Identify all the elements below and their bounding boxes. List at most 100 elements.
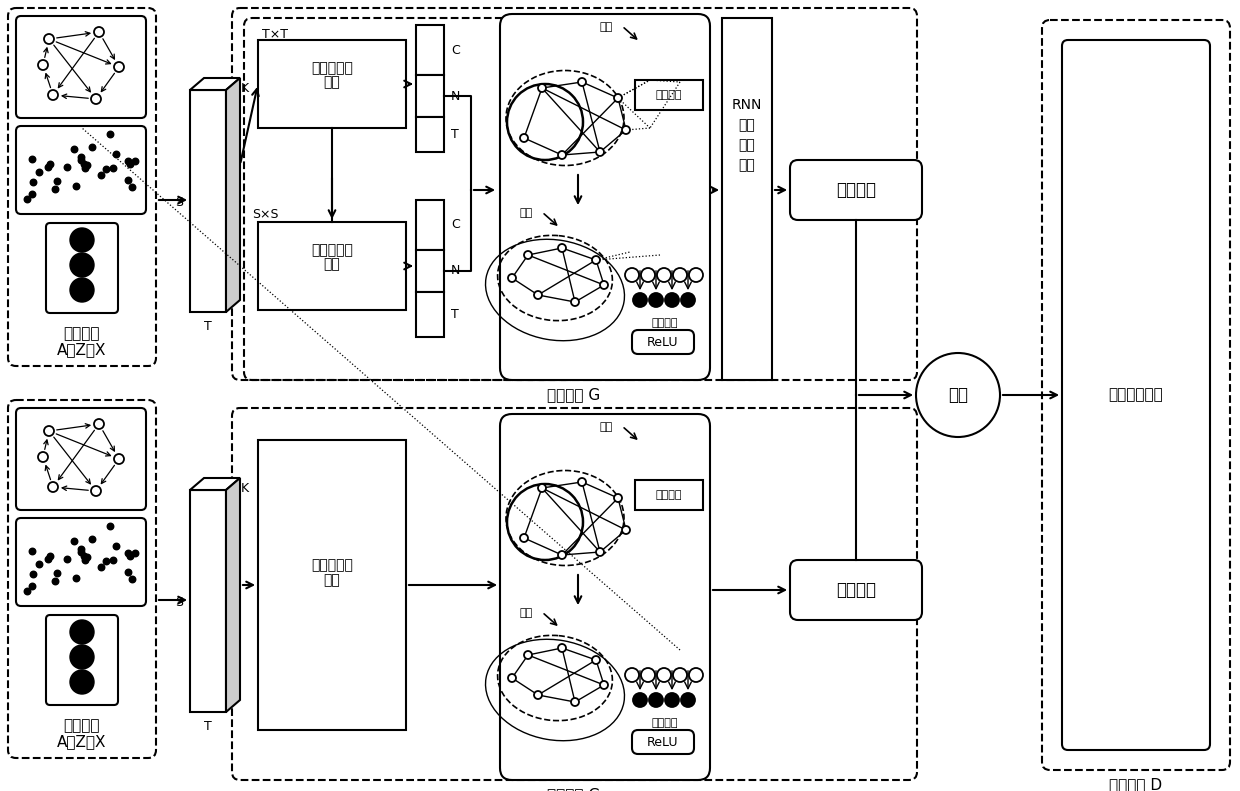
Bar (635, 480, 703, 510)
Circle shape (657, 668, 671, 682)
Text: 生成网络 G: 生成网络 G (547, 387, 600, 402)
Point (66, 180, 86, 192)
Circle shape (641, 668, 655, 682)
Bar (415, 200, 444, 250)
Bar (415, 75, 444, 117)
Point (118, 566, 138, 578)
Point (22, 568, 42, 581)
Point (123, 181, 143, 194)
Point (83, 532, 103, 545)
Circle shape (94, 419, 104, 429)
Text: 空间卷积: 空间卷积 (656, 90, 682, 100)
Circle shape (43, 426, 55, 436)
Point (38, 161, 58, 173)
Point (22, 188, 42, 201)
Point (64, 142, 84, 155)
Circle shape (673, 668, 687, 682)
FancyBboxPatch shape (790, 560, 923, 620)
Circle shape (578, 478, 587, 486)
Bar (258, 440, 405, 730)
Circle shape (649, 293, 663, 307)
Bar (190, 490, 226, 712)
Circle shape (689, 268, 703, 282)
Circle shape (38, 452, 48, 462)
Text: 空间卷积: 空间卷积 (656, 490, 682, 500)
Text: C: C (451, 218, 460, 232)
Circle shape (570, 698, 579, 706)
Circle shape (665, 693, 680, 707)
Circle shape (641, 268, 655, 282)
Circle shape (622, 526, 630, 534)
Point (45, 183, 64, 195)
Circle shape (632, 293, 647, 307)
Text: 时间: 时间 (520, 608, 533, 618)
Point (118, 173, 138, 186)
Circle shape (570, 298, 579, 306)
Circle shape (525, 251, 532, 259)
Text: 融合: 融合 (949, 386, 968, 404)
Point (21, 545, 41, 558)
Text: 时间: 时间 (600, 22, 614, 32)
Point (76, 554, 95, 566)
Point (17, 585, 37, 597)
FancyBboxPatch shape (1061, 40, 1210, 750)
Circle shape (600, 281, 608, 289)
Text: A、Z、X: A、Z、X (57, 734, 107, 749)
Point (71, 150, 91, 163)
Text: A、Z、X: A、Z、X (57, 342, 107, 357)
Circle shape (91, 94, 100, 104)
Bar (258, 222, 405, 310)
Circle shape (48, 90, 58, 100)
Circle shape (91, 486, 100, 496)
Text: 时空注意力: 时空注意力 (311, 558, 353, 572)
FancyBboxPatch shape (16, 126, 146, 214)
Text: T: T (205, 320, 212, 333)
Point (120, 157, 140, 170)
Polygon shape (226, 78, 241, 312)
Point (71, 543, 91, 555)
Bar (415, 25, 444, 75)
Point (105, 148, 125, 161)
Point (47, 175, 67, 187)
Text: 网络: 网络 (739, 158, 755, 172)
Text: K: K (241, 82, 249, 95)
Circle shape (614, 94, 622, 102)
Text: T: T (451, 127, 459, 141)
Circle shape (681, 693, 694, 707)
Bar (190, 90, 226, 312)
Circle shape (558, 644, 565, 652)
Point (103, 161, 123, 174)
Point (97, 163, 117, 176)
Point (97, 555, 117, 568)
FancyBboxPatch shape (500, 14, 711, 380)
FancyBboxPatch shape (500, 414, 711, 780)
Point (77, 551, 97, 563)
Text: 判别模型 D: 判别模型 D (1110, 777, 1163, 791)
Point (125, 547, 145, 559)
Text: 生成网络 G: 生成网络 G (547, 787, 600, 791)
Point (57, 161, 77, 173)
Point (118, 154, 138, 167)
Polygon shape (226, 478, 241, 712)
Point (21, 153, 41, 166)
Text: 全局特征: 全局特征 (836, 181, 875, 199)
Bar (722, 18, 773, 380)
Point (22, 176, 42, 188)
Circle shape (534, 691, 542, 699)
Point (41, 550, 61, 562)
Point (92, 169, 112, 182)
Circle shape (69, 645, 94, 669)
Circle shape (69, 253, 94, 277)
Text: S: S (175, 195, 184, 209)
Circle shape (596, 548, 604, 556)
Circle shape (600, 681, 608, 689)
Text: T×T: T×T (262, 28, 288, 41)
Point (73, 550, 93, 562)
Circle shape (558, 151, 565, 159)
Bar (415, 292, 444, 337)
Point (71, 154, 91, 167)
Circle shape (591, 256, 600, 264)
Circle shape (69, 620, 94, 644)
Circle shape (94, 27, 104, 37)
Point (125, 154, 145, 167)
